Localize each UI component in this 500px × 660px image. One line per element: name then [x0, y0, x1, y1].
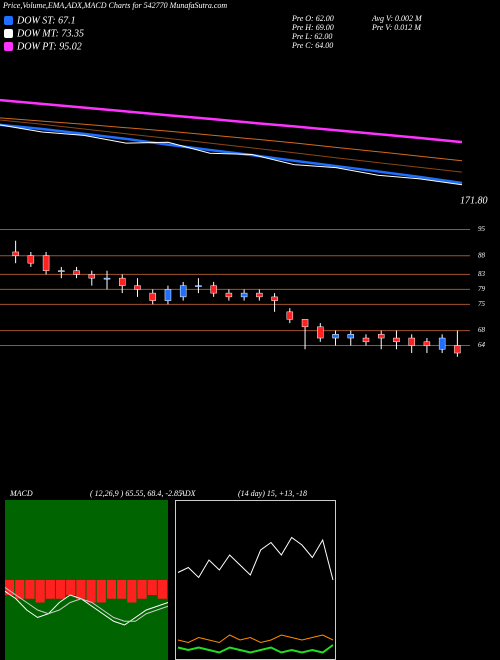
stat: Pre C: 64.00 — [291, 41, 333, 50]
stat: Pre V: 0.012 M — [371, 23, 422, 32]
series-line — [0, 124, 463, 186]
candle-body — [347, 334, 354, 339]
candle-body — [149, 292, 156, 301]
candle-body — [27, 255, 35, 264]
candle-body — [164, 289, 172, 301]
candle-body — [73, 270, 80, 275]
candle-body — [393, 337, 400, 343]
candle-body — [134, 285, 141, 290]
series-line — [4, 587, 169, 622]
candle-body — [225, 292, 233, 298]
histogram-bar — [35, 580, 45, 603]
candle-body — [408, 337, 415, 346]
candle-body — [210, 285, 217, 294]
adx-panel — [175, 500, 336, 660]
series-line — [177, 634, 334, 644]
series-line — [177, 644, 334, 654]
y-tick-label: 68 — [478, 326, 486, 334]
legend-label: DOW PT: 95.02 — [16, 41, 82, 52]
candle-body — [438, 337, 446, 350]
legend-swatch — [4, 42, 13, 51]
candle-body — [332, 334, 339, 339]
candle-body — [317, 326, 324, 339]
price-label: 171.80 — [460, 195, 488, 206]
candle-body — [88, 274, 96, 279]
candle-body — [377, 334, 385, 339]
candle-body — [12, 251, 19, 256]
y-tick-label: 88 — [478, 251, 486, 259]
legend-label: DOW MT: 73.35 — [16, 28, 84, 39]
candle-body — [58, 270, 65, 272]
histogram-bar — [106, 580, 117, 599]
candle-body — [301, 319, 309, 328]
legend-swatch — [4, 29, 13, 38]
histogram-bar — [157, 580, 167, 599]
histogram-bar — [96, 580, 106, 603]
histogram-bar — [25, 580, 35, 599]
histogram-bar — [66, 580, 76, 595]
histogram-bar — [76, 580, 86, 599]
candle-body — [179, 285, 187, 298]
chart-title: Price,Volume,EMA,ADX,MACD Charts for 542… — [2, 1, 227, 10]
y-tick-label: 95 — [478, 225, 486, 233]
y-tick-label: 83 — [478, 270, 486, 278]
candle-body — [423, 341, 431, 346]
panel-params: ( 12,26,9 ) 65.55, 68.4, -2.85 — [90, 489, 182, 498]
panel-params: (14 day) 15, +13, -18 — [238, 489, 307, 498]
candle-body — [195, 285, 202, 287]
series-line — [4, 590, 169, 626]
series-line — [0, 119, 463, 173]
histogram-bar — [45, 580, 55, 599]
histogram-bar — [127, 580, 137, 603]
histogram-bar — [55, 580, 66, 599]
stat: Pre O: 62.00 — [291, 14, 334, 23]
series-line — [0, 98, 463, 144]
candle-body — [362, 337, 370, 343]
series-line — [0, 123, 463, 185]
legend-label: DOW ST: 67.1 — [16, 15, 76, 26]
panel-label: MACD — [9, 489, 33, 498]
candle-body — [42, 255, 50, 271]
candle-body — [240, 292, 248, 298]
histogram-bar — [86, 580, 96, 603]
candle-body — [103, 277, 111, 280]
stat: Pre L: 62.00 — [291, 32, 332, 41]
histogram-bar — [5, 580, 15, 595]
y-tick-label: 75 — [478, 300, 486, 308]
candle-body — [454, 345, 461, 354]
panel-label: ADX — [179, 489, 197, 498]
candle-body — [256, 292, 263, 298]
candle-body — [286, 311, 294, 320]
y-tick-label: 79 — [478, 285, 486, 293]
histogram-bar — [117, 580, 127, 599]
series-line — [0, 117, 463, 162]
candle-body — [119, 277, 126, 286]
histogram-bar — [137, 580, 147, 599]
candle-body — [271, 296, 278, 301]
histogram-bar — [147, 580, 157, 595]
series-line — [177, 536, 334, 581]
y-tick-label: 64 — [478, 341, 486, 349]
legend-swatch — [4, 16, 13, 25]
stat: Avg V: 0.002 M — [371, 14, 423, 23]
histogram-bar — [15, 580, 25, 599]
stat: Pre H: 69.00 — [291, 23, 334, 32]
